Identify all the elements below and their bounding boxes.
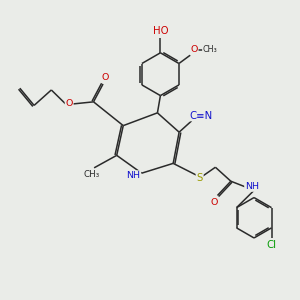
Text: CH₃: CH₃ (203, 45, 218, 54)
Text: NH: NH (126, 171, 140, 180)
Text: HO: HO (153, 26, 168, 36)
Text: C≡N: C≡N (190, 110, 213, 121)
Text: O: O (102, 73, 109, 82)
Text: Cl: Cl (266, 240, 277, 250)
Text: NH: NH (245, 182, 259, 191)
Text: O: O (190, 45, 198, 54)
Text: O: O (65, 99, 73, 108)
Text: S: S (196, 173, 203, 183)
Text: O: O (211, 198, 218, 207)
Text: CH₃: CH₃ (84, 170, 100, 179)
